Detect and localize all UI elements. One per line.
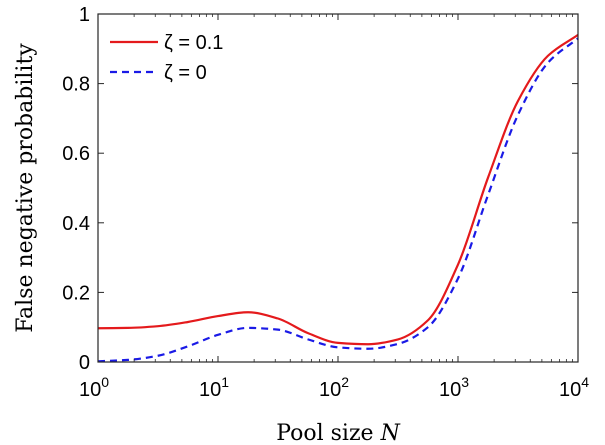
y-tick-label: 0.6 — [62, 143, 90, 165]
x-tick-label: 100 — [79, 374, 109, 401]
y-tick-label: 0.2 — [62, 282, 90, 304]
x-tick-label: 103 — [439, 374, 469, 401]
axes-layer: 0 0.2 0.4 0.6 0.8 1 100 101 102 103 104 — [62, 4, 589, 401]
x-axis-title: Pool size N — [276, 421, 400, 445]
y-tick-label: 0.8 — [62, 74, 90, 96]
y-tick-label: 0.4 — [62, 213, 90, 235]
y-axis-title: False negative probability — [13, 43, 38, 333]
y-tick-label: 0 — [79, 352, 90, 374]
series-line-1 — [97, 33, 579, 346]
y-tick-label: 1 — [79, 4, 90, 26]
legend-label-2: ζ = 0 — [164, 62, 207, 84]
legend-label-1: ζ = 0.1 — [164, 32, 223, 54]
series-line-2 — [97, 37, 579, 363]
legend: ζ = 0.1 ζ = 0 — [110, 32, 223, 84]
x-tick-label: 104 — [559, 374, 589, 401]
series-layer — [97, 33, 579, 363]
x-tick-label: 102 — [319, 374, 349, 401]
x-tick-label: 101 — [199, 374, 229, 401]
